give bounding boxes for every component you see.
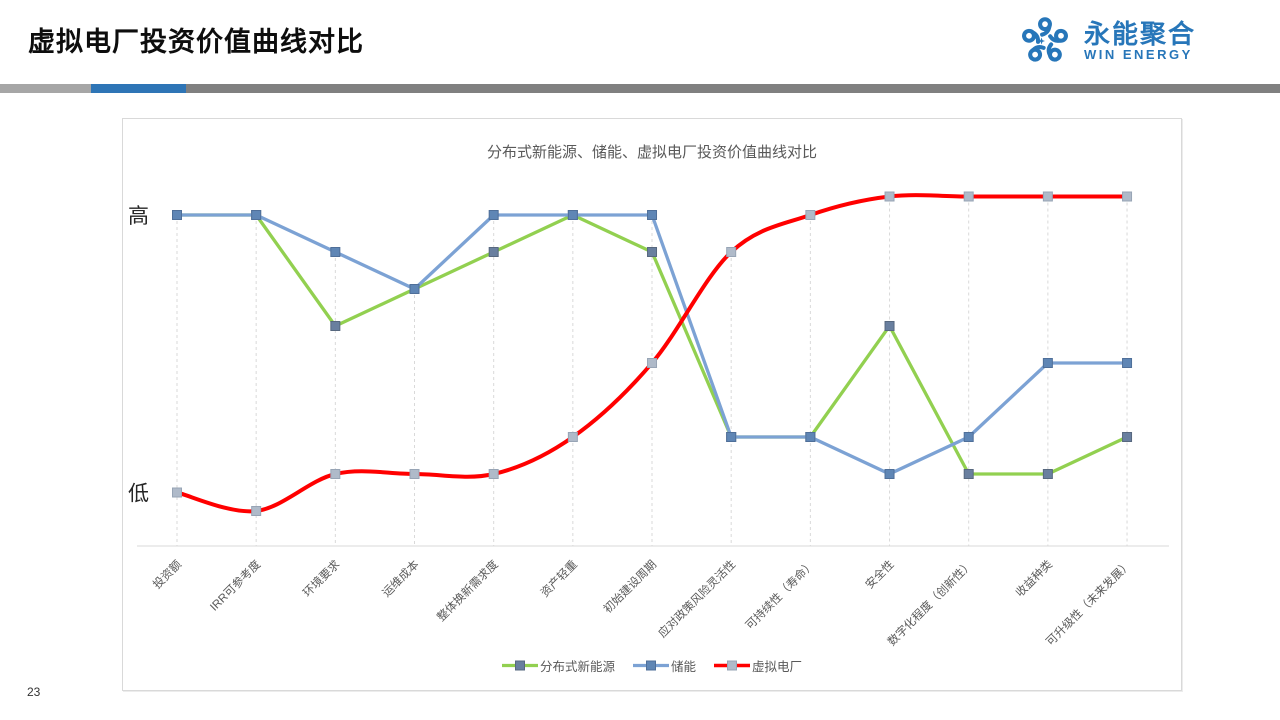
series-marker-2: [963, 191, 974, 202]
legend-marker-icon: [714, 660, 750, 671]
accent-bar: [0, 84, 1280, 93]
series-marker-0: [1122, 432, 1133, 442]
series-marker-2: [172, 487, 182, 498]
x-axis-label: IRR可参考度: [207, 557, 264, 614]
series-marker-1: [172, 210, 182, 220]
x-axis-label: 整体换新需求度: [434, 557, 501, 624]
series-marker-0: [884, 321, 895, 331]
legend-item: 储能: [632, 656, 696, 675]
legend-label: 虚拟电厂: [752, 660, 803, 674]
series-marker-2: [330, 469, 341, 479]
series-marker-1: [567, 210, 578, 220]
x-axis-label: 收益种类: [1013, 557, 1056, 600]
series-marker-2: [726, 247, 737, 257]
series-marker-1: [251, 210, 262, 220]
page-title: 虚拟电厂投资价值曲线对比: [28, 27, 364, 57]
series-marker-2: [567, 432, 578, 442]
legend-marker-icon: [501, 660, 538, 671]
accent-bar-segment-gray: [0, 84, 91, 93]
series-marker-0: [488, 247, 499, 257]
legend-label: 储能: [670, 660, 696, 674]
y-axis-low-label: 低: [128, 483, 149, 506]
series-marker-0: [330, 321, 341, 331]
series-marker-1: [963, 432, 974, 442]
series-marker-2: [251, 506, 262, 516]
series-marker-2: [884, 191, 895, 202]
x-axis-label: 可持续性（寿命）: [743, 557, 818, 632]
chart-legend: 分布式新能源 储能 虚拟电厂: [123, 656, 1181, 675]
series-marker-1: [726, 432, 737, 442]
logo-pinwheel-icon: [1016, 12, 1074, 70]
series-marker-0: [963, 469, 974, 479]
legend-marker-icon: [632, 660, 669, 671]
series-marker-1: [884, 469, 895, 479]
series-marker-2: [1122, 191, 1133, 202]
legend-item: 分布式新能源: [501, 656, 615, 675]
x-axis-label: 可升级性（未来发展）: [1043, 557, 1134, 648]
chart-title: 分布式新能源、储能、虚拟电厂投资价值曲线对比: [486, 144, 817, 161]
series-marker-2: [647, 358, 658, 368]
x-axis-label: 资产轻重: [538, 557, 580, 599]
series-marker-2: [805, 210, 816, 220]
page-number: 23: [27, 685, 41, 699]
x-axis-label: 环境要求: [300, 557, 343, 600]
accent-bar-segment-dark: [186, 84, 1280, 93]
series-marker-1: [409, 284, 420, 294]
y-axis-high-label: 高: [128, 205, 149, 228]
series-marker-1: [330, 247, 341, 257]
company-logo: 永能聚合 WIN ENERGY: [1016, 12, 1196, 70]
chart-plot: 投资额 IRR可参考度 环境要求 运维成本 整体换新需求度 资产轻重 初始建设周期应对政策风…: [128, 191, 1169, 648]
x-axis-label: 应对政策风险灵活性: [655, 557, 738, 640]
x-axis-label: 安全性: [862, 557, 896, 591]
legend-label: 分布式新能源: [539, 660, 615, 674]
series-marker-1: [805, 432, 816, 442]
chart-card: 分布式新能源、储能、虚拟电厂投资价值曲线对比 投资额 IRR可参考度 环境要求 运维成…: [122, 118, 1182, 691]
series-marker-1: [1042, 358, 1053, 368]
series-marker-2: [1042, 191, 1053, 202]
series-marker-0: [1042, 469, 1053, 479]
x-axis-label: 初始建设周期: [600, 557, 659, 616]
series-marker-2: [409, 469, 420, 479]
series-marker-1: [488, 210, 499, 220]
series-marker-0: [647, 247, 658, 257]
x-axis-label: 运维成本: [379, 557, 422, 600]
legend-item: 虚拟电厂: [714, 656, 802, 675]
series-marker-2: [488, 469, 499, 479]
x-axis-label: 数字化程度（创新性）: [885, 557, 976, 648]
logo-name-cn: 永能聚合: [1083, 18, 1196, 49]
accent-bar-segment-blue: [91, 84, 186, 93]
series-marker-1: [647, 210, 658, 220]
series-marker-1: [1122, 358, 1133, 368]
x-axis-label: 投资额: [150, 557, 185, 592]
logo-name-en: WIN ENERGY: [1083, 47, 1193, 63]
